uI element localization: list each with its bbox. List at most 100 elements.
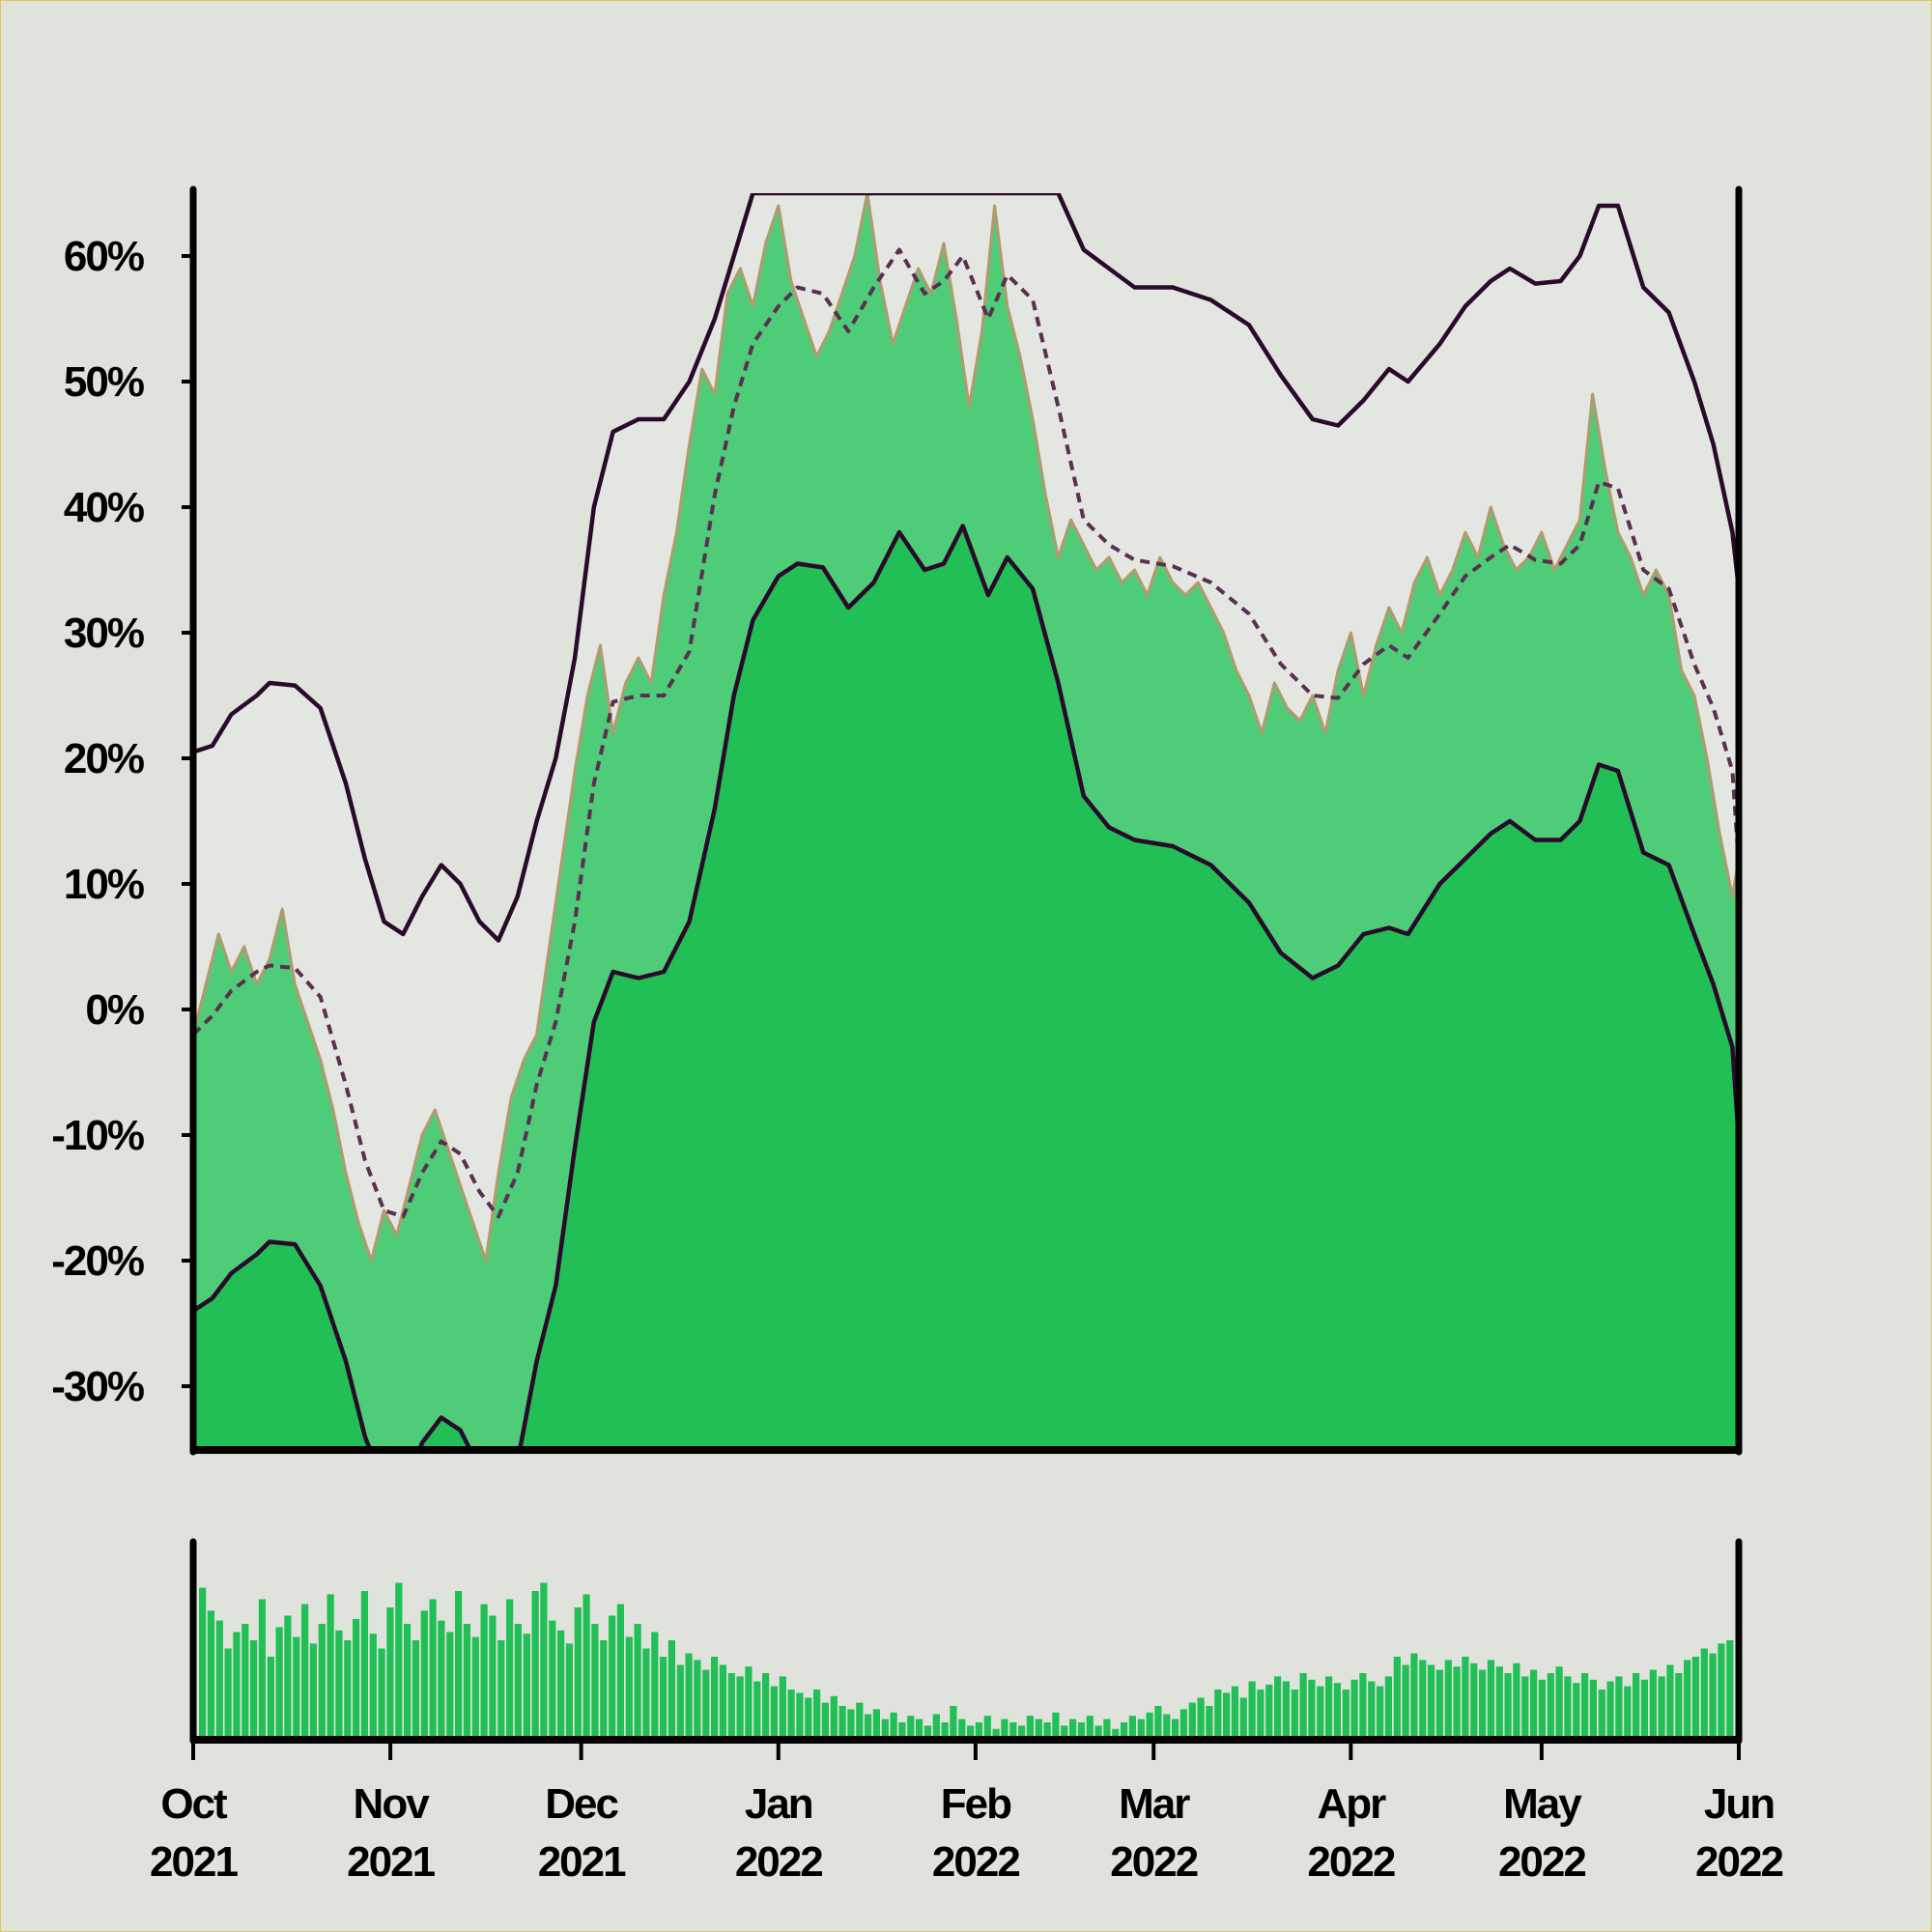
volume-bar bbox=[668, 1640, 675, 1739]
volume-bar bbox=[1061, 1725, 1068, 1739]
volume-bar bbox=[727, 1673, 735, 1739]
volume-bar bbox=[1128, 1716, 1136, 1739]
volume-bar bbox=[1428, 1664, 1435, 1739]
volume-bar bbox=[847, 1709, 855, 1739]
volume-bar bbox=[199, 1587, 207, 1739]
volume-bar bbox=[702, 1669, 710, 1739]
volume-bar bbox=[1231, 1686, 1238, 1739]
volume-bar bbox=[497, 1640, 505, 1739]
volume-bar bbox=[1026, 1716, 1034, 1739]
x-tick-month-label: Oct bbox=[160, 1780, 228, 1828]
x-tick-year-label: 2022 bbox=[735, 1838, 822, 1886]
y-tick-label: 0% bbox=[85, 986, 143, 1034]
volume-bar bbox=[711, 1657, 719, 1739]
volume-bar bbox=[1624, 1686, 1632, 1739]
volume-bar bbox=[642, 1648, 650, 1739]
volume-bar bbox=[1453, 1666, 1461, 1739]
volume-bar bbox=[1274, 1676, 1282, 1739]
volume-bar bbox=[950, 1706, 957, 1739]
volume-bar bbox=[830, 1695, 838, 1739]
volume-bar bbox=[676, 1664, 684, 1739]
volume-bar bbox=[1121, 1722, 1128, 1739]
volume-bar bbox=[1410, 1653, 1418, 1739]
x-tick-year-label: 2021 bbox=[538, 1838, 626, 1886]
volume-bar bbox=[1684, 1660, 1691, 1739]
volume-bar bbox=[805, 1697, 812, 1739]
volume-bar bbox=[694, 1660, 701, 1739]
volume-bar bbox=[1633, 1673, 1640, 1739]
volume-bar bbox=[386, 1607, 394, 1739]
volume-bar bbox=[258, 1599, 266, 1739]
daily-value-line bbox=[193, 193, 1739, 1263]
volume-bar bbox=[1308, 1679, 1316, 1739]
volume-bar bbox=[284, 1615, 292, 1739]
volume-bar bbox=[1052, 1712, 1060, 1739]
volume-bar bbox=[224, 1648, 232, 1739]
volume-bar bbox=[301, 1604, 309, 1739]
volume-bar bbox=[557, 1630, 565, 1739]
volume-bar bbox=[1462, 1657, 1469, 1739]
volume-bar bbox=[651, 1632, 659, 1739]
x-tick-year-label: 2022 bbox=[1695, 1838, 1782, 1886]
x-tick-month-label: Dec bbox=[545, 1780, 618, 1828]
y-axis-ticks: -30% -20% -10% 0% 10% 20% 30% 40% 50% 60% bbox=[51, 233, 193, 1410]
volume-bar bbox=[890, 1712, 897, 1739]
volume-bar bbox=[1513, 1662, 1520, 1739]
volume-bar bbox=[1402, 1664, 1409, 1739]
volume-bar bbox=[821, 1702, 829, 1739]
volume-bar bbox=[932, 1714, 940, 1739]
volume-bar bbox=[1239, 1697, 1247, 1739]
volume-bar bbox=[762, 1673, 770, 1739]
x-tick-year-label: 2021 bbox=[150, 1838, 238, 1886]
volume-bar bbox=[1640, 1679, 1648, 1739]
volume-bar bbox=[872, 1709, 880, 1739]
volume-bar bbox=[838, 1706, 846, 1739]
volume-bar bbox=[455, 1591, 463, 1739]
x-tick-month-label: Apr bbox=[1317, 1780, 1386, 1828]
volume-bar bbox=[1538, 1679, 1546, 1739]
volume-bar bbox=[429, 1599, 437, 1739]
volume-bar bbox=[1223, 1692, 1231, 1739]
x-tick-month-label: Jun bbox=[1704, 1780, 1774, 1828]
volume-bar bbox=[616, 1604, 624, 1739]
x-tick-year-label: 2021 bbox=[347, 1838, 435, 1886]
volume-bar bbox=[1146, 1712, 1153, 1739]
x-tick-year-label: 2022 bbox=[1498, 1838, 1585, 1886]
volume-bar bbox=[420, 1610, 428, 1739]
volume-bar bbox=[369, 1634, 377, 1739]
volume-bar bbox=[335, 1630, 343, 1739]
volume-bar bbox=[1001, 1719, 1009, 1739]
volume-bar bbox=[574, 1607, 582, 1739]
x-tick-year-label: 2022 bbox=[1307, 1838, 1394, 1886]
volume-bar bbox=[1435, 1669, 1443, 1739]
volume-bar bbox=[1257, 1690, 1264, 1739]
volume-bar bbox=[865, 1714, 872, 1739]
volume-bar bbox=[1479, 1669, 1487, 1739]
volume-bar bbox=[1172, 1719, 1179, 1739]
volume-bar bbox=[215, 1620, 223, 1739]
x-axis-ticks: Oct 2021 Nov 2021 Dec 2021 Jan 2022 Feb 2022 Mar 20… bbox=[150, 1739, 1784, 1886]
volume-bar bbox=[1606, 1681, 1614, 1739]
volume-plot bbox=[199, 1582, 1734, 1739]
volume-bar bbox=[1154, 1706, 1162, 1739]
volume-bar bbox=[549, 1620, 556, 1739]
volume-bar bbox=[983, 1716, 991, 1739]
volume-bar bbox=[506, 1599, 514, 1739]
volume-bar bbox=[1179, 1709, 1187, 1739]
volume-bar bbox=[1470, 1662, 1478, 1739]
volume-bar bbox=[975, 1722, 982, 1739]
volume-bar bbox=[609, 1615, 616, 1739]
volume-bar bbox=[1419, 1660, 1427, 1739]
lower-band-line bbox=[193, 524, 1739, 1449]
volume-bar bbox=[992, 1728, 1000, 1739]
volume-bar bbox=[1299, 1673, 1307, 1739]
volume-bar bbox=[1444, 1660, 1452, 1739]
volume-bar bbox=[523, 1634, 530, 1739]
volume-bar bbox=[540, 1582, 548, 1739]
volume-bar bbox=[660, 1657, 668, 1739]
x-tick-month-label: Feb bbox=[941, 1780, 1011, 1828]
volume-bar bbox=[1342, 1690, 1350, 1739]
volume-bar bbox=[916, 1719, 923, 1739]
volume-axes bbox=[189, 1538, 1743, 1745]
